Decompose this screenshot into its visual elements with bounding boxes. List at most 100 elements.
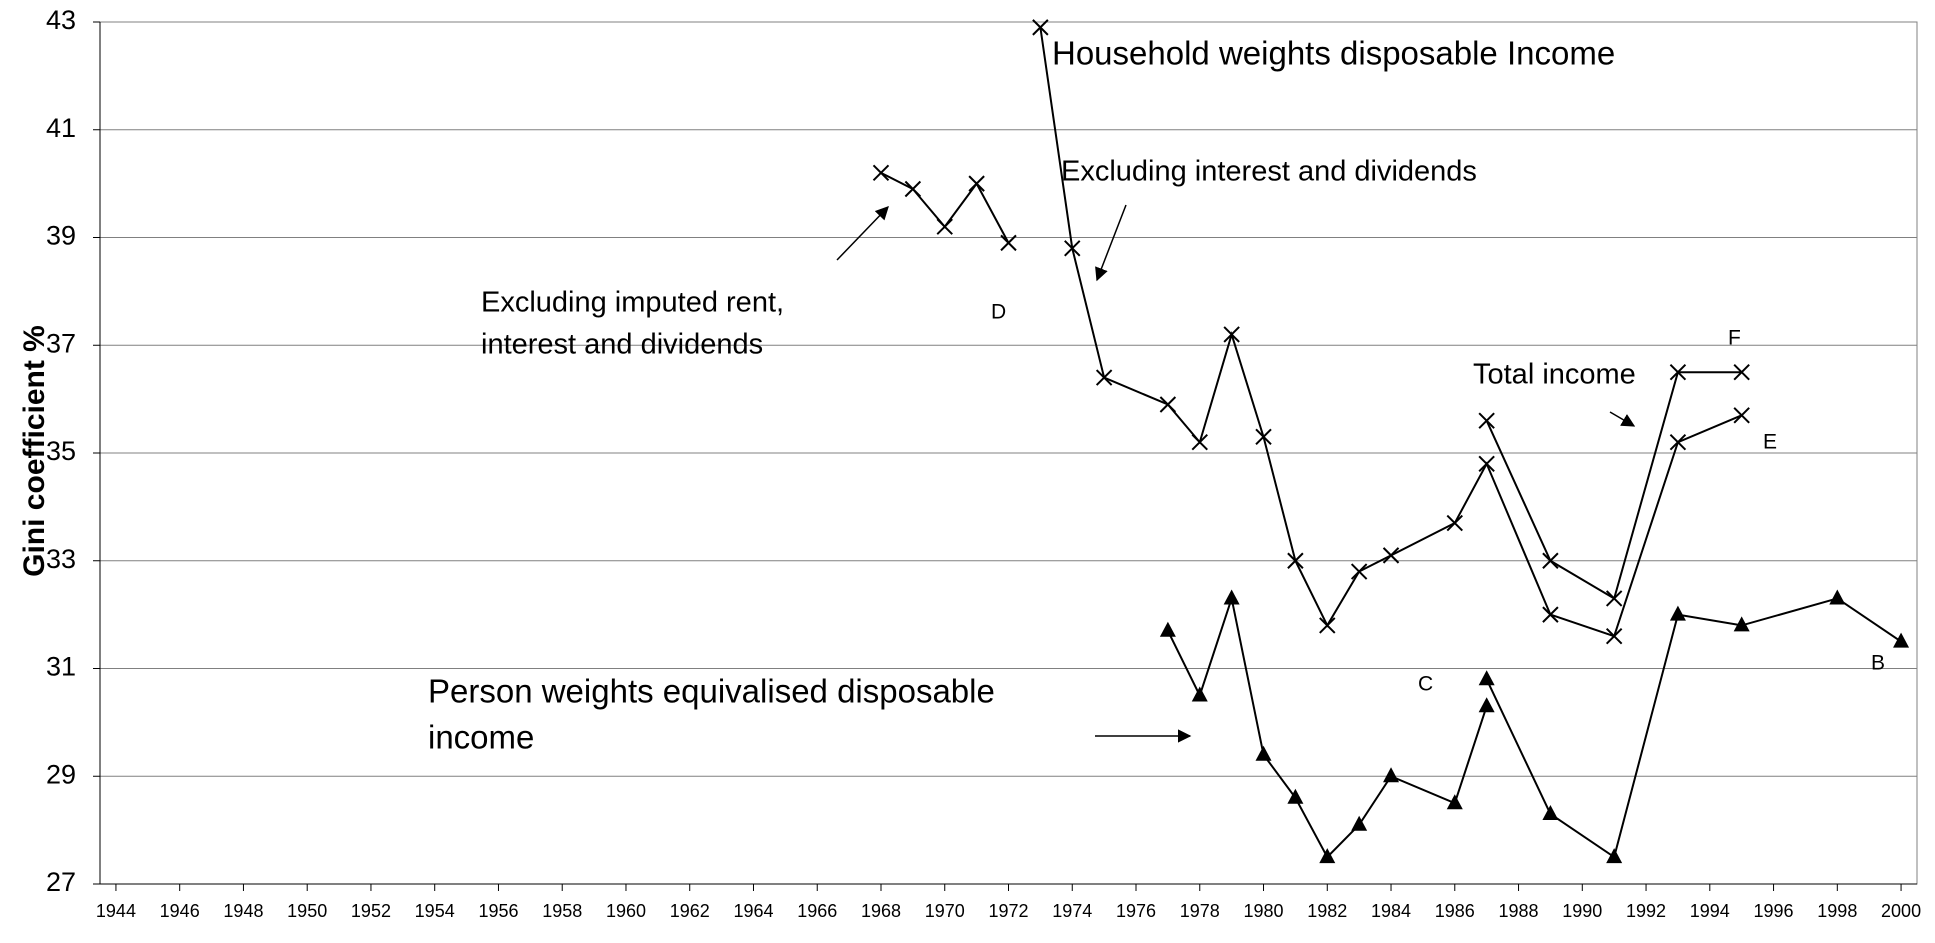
point [1287, 552, 1304, 569]
x-tick-label: 1984 [1371, 901, 1411, 921]
x-tick-label: 1966 [797, 901, 837, 921]
point [1095, 369, 1113, 386]
y-tick-label: 39 [46, 221, 76, 251]
point [1223, 326, 1240, 343]
point [1382, 547, 1400, 564]
x-tick-label: 1946 [160, 901, 200, 921]
annotation: Excluding imputed rent, [481, 287, 784, 319]
x-tick-label: 1948 [223, 901, 263, 921]
point [1669, 363, 1687, 381]
point [1478, 670, 1495, 686]
y-tick-label: 41 [46, 113, 76, 143]
x-tick-label: 1970 [925, 901, 965, 921]
series-line [1039, 27, 1743, 638]
x-tick-label: 1994 [1690, 901, 1730, 921]
y-tick-label: 35 [46, 436, 76, 466]
point [1605, 590, 1623, 607]
y-tick-label: 31 [46, 652, 76, 682]
point [1191, 434, 1208, 451]
point [1829, 589, 1846, 605]
point [872, 164, 890, 182]
annotation: Excluding interest and dividends [1061, 156, 1477, 188]
series-label: F [1728, 327, 1741, 350]
point [1542, 804, 1559, 820]
x-tick-label: 1992 [1626, 901, 1666, 921]
series-label: B [1871, 652, 1885, 675]
point [968, 175, 985, 192]
point [1319, 617, 1336, 634]
x-tick-label: 1976 [1116, 901, 1156, 921]
x-tick-label: 1996 [1754, 901, 1794, 921]
y-tick-label: 37 [46, 328, 76, 358]
point [1287, 788, 1304, 804]
x-tick-label: 1988 [1499, 901, 1539, 921]
point [1605, 627, 1623, 645]
x-tick-label: 1980 [1243, 901, 1283, 921]
point [1478, 455, 1495, 472]
x-tick-label: 1986 [1435, 901, 1475, 921]
x-tick-label: 2000 [1881, 901, 1921, 921]
point [1000, 234, 1017, 252]
arrow [1609, 411, 1636, 427]
y-tick-label: 33 [46, 544, 76, 574]
point [1733, 616, 1750, 632]
x-tick-label: 1944 [96, 901, 136, 921]
annotation: interest and dividends [481, 329, 763, 361]
x-tick-label: 1950 [287, 901, 327, 921]
x-tick-label: 1964 [733, 901, 773, 921]
series-line [1485, 371, 1742, 600]
point [904, 180, 922, 198]
point [1319, 848, 1336, 864]
x-tick-label: 1982 [1307, 901, 1347, 921]
point [1223, 589, 1240, 605]
x-tick-label: 1968 [861, 901, 901, 921]
arrow [1095, 204, 1127, 282]
arrow [836, 206, 889, 261]
series-line [1166, 594, 1488, 859]
series-label: E [1763, 431, 1777, 454]
point [1191, 686, 1208, 702]
x-tick-label: 1972 [988, 901, 1028, 921]
annotation: Total income [1473, 359, 1636, 391]
annotation: income [428, 719, 534, 756]
point [1255, 745, 1272, 761]
x-tick-label: 1956 [478, 901, 518, 921]
point [1383, 767, 1400, 783]
point [1064, 240, 1081, 257]
x-tick-label: 1974 [1052, 901, 1092, 921]
point [1478, 412, 1495, 429]
x-tick-label: 1952 [351, 901, 391, 921]
x-tick-label: 1960 [606, 901, 646, 921]
point [1351, 815, 1368, 831]
point [1733, 363, 1750, 381]
x-tick-label: 1990 [1562, 901, 1602, 921]
point [1255, 428, 1272, 446]
y-tick-label: 27 [46, 867, 76, 897]
point [1446, 794, 1463, 810]
point [1159, 621, 1176, 637]
point [1893, 632, 1910, 648]
point [1542, 552, 1559, 569]
point [936, 218, 953, 235]
point [1542, 606, 1559, 623]
point [1669, 434, 1687, 451]
x-tick-label: 1954 [415, 901, 455, 921]
annotation: Household weights disposable Income [1052, 35, 1615, 72]
point [1350, 563, 1368, 580]
point [1478, 697, 1495, 713]
y-tick-label: 43 [46, 5, 76, 35]
series-label: C [1418, 673, 1433, 696]
x-tick-label: 1958 [542, 901, 582, 921]
series-line [880, 171, 1010, 244]
x-tick-label: 1998 [1817, 901, 1857, 921]
y-axis-label: Gini coefficient % [18, 325, 51, 577]
annotation: Person weights equivalised disposable [428, 673, 995, 710]
point [1446, 514, 1463, 532]
x-tick-label: 1962 [670, 901, 710, 921]
point [1606, 848, 1623, 864]
x-tick-label: 1978 [1180, 901, 1220, 921]
series-label: D [991, 301, 1006, 324]
point [1669, 605, 1686, 621]
y-tick-label: 29 [46, 759, 76, 789]
